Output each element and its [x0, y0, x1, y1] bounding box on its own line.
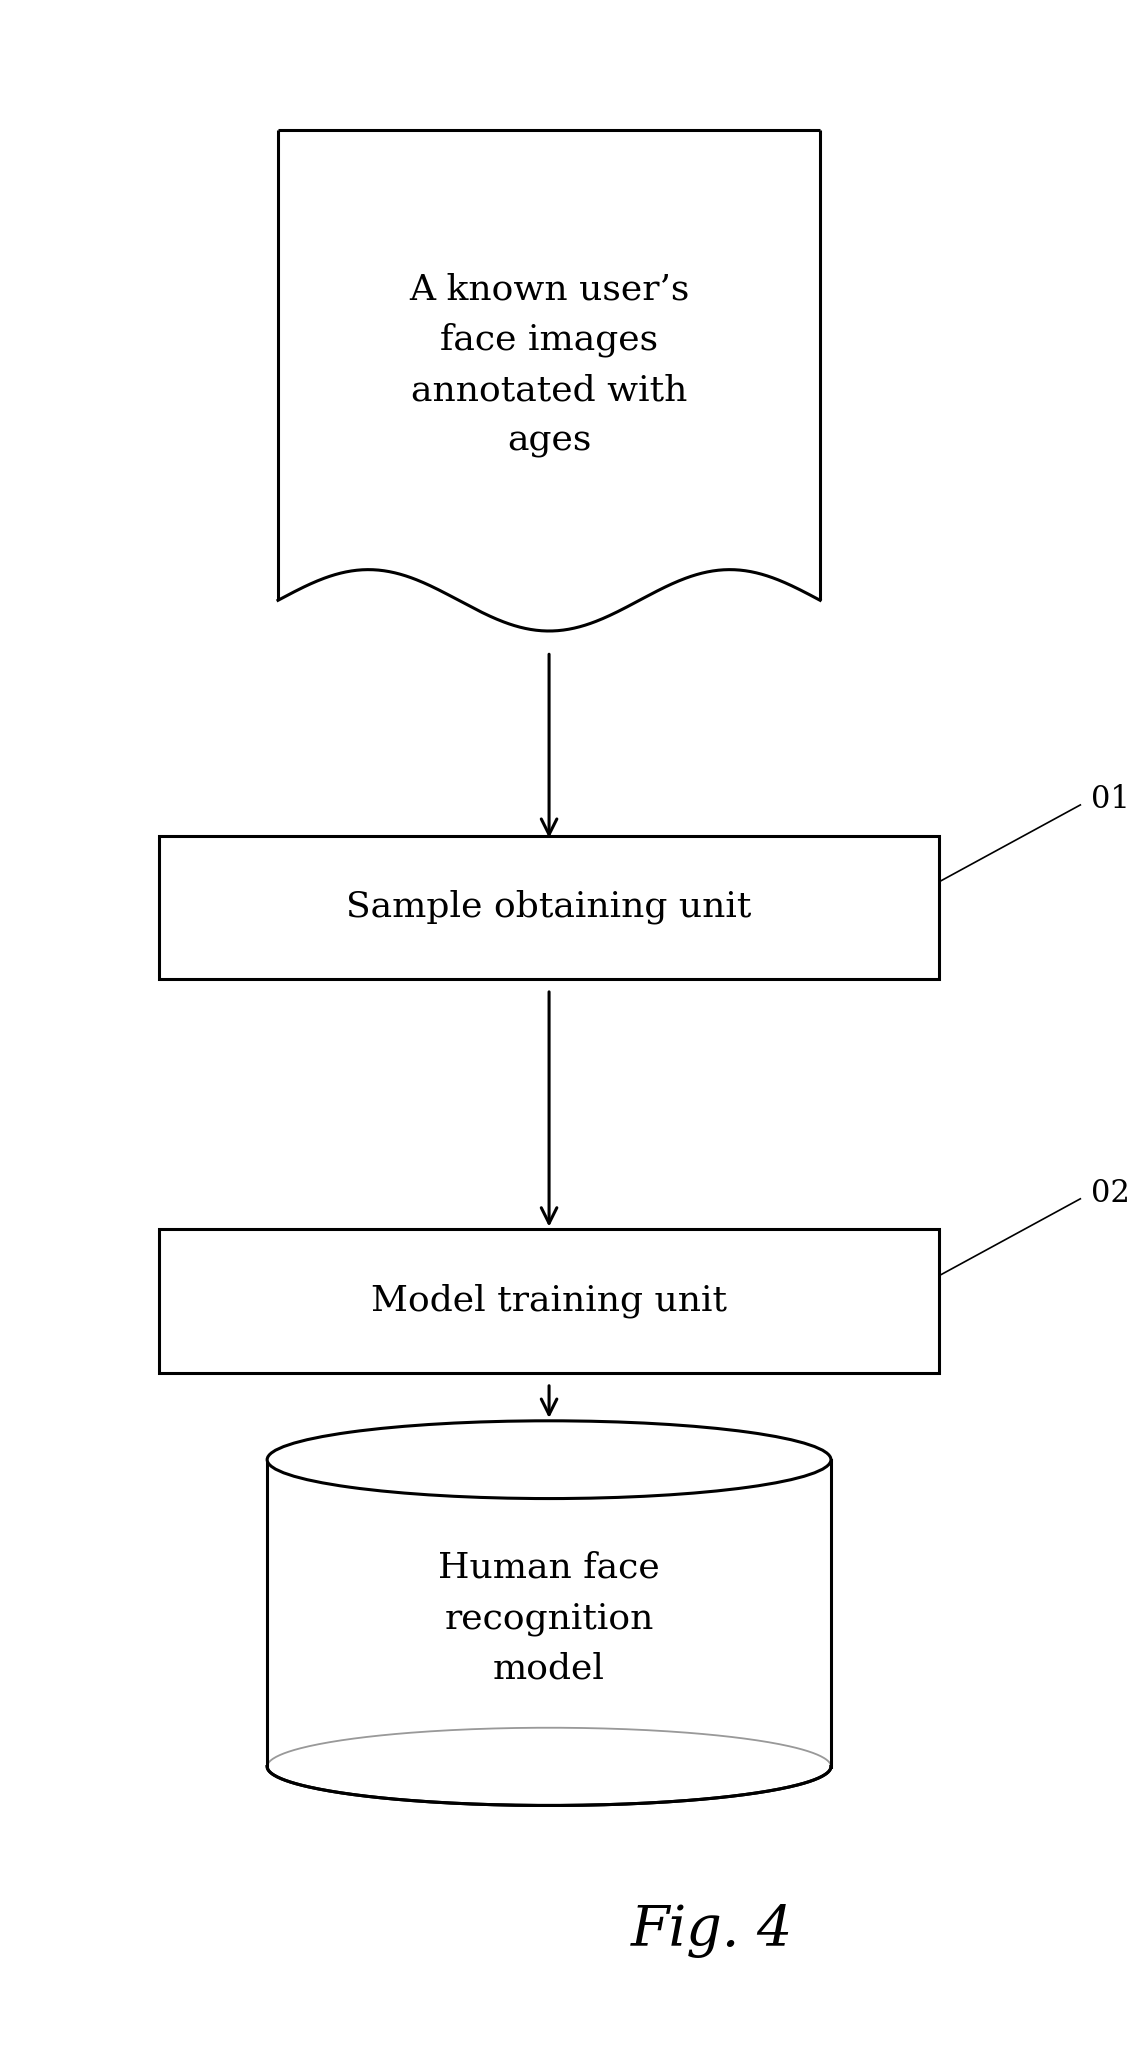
Text: Sample obtaining unit: Sample obtaining unit: [347, 890, 752, 925]
Text: 02: 02: [1092, 1178, 1130, 1209]
Text: Fig. 4: Fig. 4: [631, 1903, 792, 1957]
Text: Human face
recognition
model: Human face recognition model: [438, 1551, 659, 1685]
Bar: [159, 836, 939, 978]
Text: 01: 01: [1092, 785, 1130, 816]
Bar: [159, 1230, 939, 1372]
Ellipse shape: [267, 1421, 831, 1498]
Text: A known user’s
face images
annotated with
ages: A known user’s face images annotated wit…: [409, 272, 689, 457]
Text: Model training unit: Model training unit: [371, 1283, 727, 1318]
Bar: [267, 1461, 831, 1767]
